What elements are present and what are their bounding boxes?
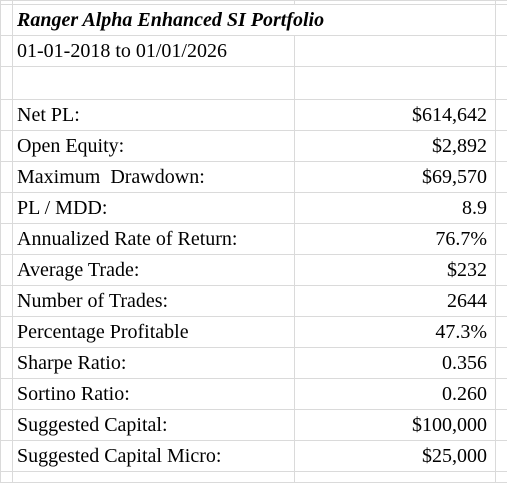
cell: [1, 193, 13, 224]
metric-label: Maximum Drawdown:: [13, 162, 295, 193]
cell: [496, 100, 507, 131]
title: Ranger Alpha Enhanced SI Portfolio: [13, 5, 496, 36]
metric-label: PL / MDD:: [13, 193, 295, 224]
row: PL / MDD:8.9: [1, 193, 507, 224]
metric-value: $2,892: [295, 131, 496, 162]
cell: [1, 100, 13, 131]
row: 01-01-2018 to 01/01/2026: [1, 36, 507, 67]
metric-value: 76.7%: [295, 224, 496, 255]
row: Annualized Rate of Return:76.7%: [1, 224, 507, 255]
cell: [1, 131, 13, 162]
row: Net PL:$614,642: [1, 100, 507, 131]
cell: [496, 410, 507, 441]
row: Suggested Capital:$100,000: [1, 410, 507, 441]
subtitle: 01-01-2018 to 01/01/2026: [13, 36, 295, 67]
cell: [1, 317, 13, 348]
metric-value: 8.9: [295, 193, 496, 224]
row: Suggested Capital Micro:$25,000: [1, 441, 507, 472]
metric-label: Open Equity:: [13, 131, 295, 162]
cell: [1, 348, 13, 379]
row: Sharpe Ratio:0.356: [1, 348, 507, 379]
metric-label: Annualized Rate of Return:: [13, 224, 295, 255]
row: Number of Trades:2644: [1, 286, 507, 317]
metric-label: Average Trade:: [13, 255, 295, 286]
cell: [496, 193, 507, 224]
metric-value: $100,000: [295, 410, 496, 441]
metric-label: Sortino Ratio:: [13, 379, 295, 410]
metric-label: Suggested Capital Micro:: [13, 441, 295, 472]
row: Open Equity:$2,892: [1, 131, 507, 162]
metric-value: 0.260: [295, 379, 496, 410]
cell: [1, 441, 13, 472]
cell: [1, 255, 13, 286]
row: Average Trade:$232: [1, 255, 507, 286]
row: [1, 67, 507, 100]
metric-value: 47.3%: [295, 317, 496, 348]
metric-value: 0.356: [295, 348, 496, 379]
cell: [1, 162, 13, 193]
cell: [1, 379, 13, 410]
cell: [1, 224, 13, 255]
metric-label: Net PL:: [13, 100, 295, 131]
metric-value: $69,570: [295, 162, 496, 193]
cell: [496, 162, 507, 193]
cell: [496, 224, 507, 255]
metric-value: $25,000: [295, 441, 496, 472]
metric-label: Number of Trades:: [13, 286, 295, 317]
cell: [496, 348, 507, 379]
metric-label: Sharpe Ratio:: [13, 348, 295, 379]
cell: [496, 255, 507, 286]
row: Ranger Alpha Enhanced SI Portfolio: [1, 5, 507, 36]
metric-value: $232: [295, 255, 496, 286]
cell: [496, 441, 507, 472]
metric-value: $614,642: [295, 100, 496, 131]
cell: [496, 379, 507, 410]
cell: [496, 317, 507, 348]
cell: [496, 286, 507, 317]
cell: [496, 131, 507, 162]
metric-label: Suggested Capital:: [13, 410, 295, 441]
metric-label: Percentage Profitable: [13, 317, 295, 348]
metric-value: 2644: [295, 286, 496, 317]
row: Sortino Ratio:0.260: [1, 379, 507, 410]
cell: [1, 286, 13, 317]
row: Maximum Drawdown:$69,570: [1, 162, 507, 193]
cell: [1, 410, 13, 441]
